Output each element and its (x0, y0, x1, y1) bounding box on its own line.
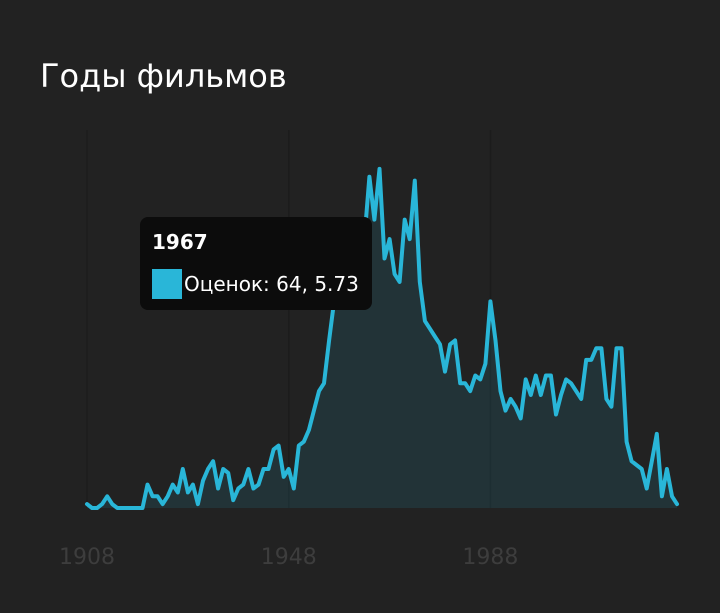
tooltip-text: Оценок: 64, 5.73 (184, 272, 359, 296)
line (85, 166, 679, 510)
tooltip-swatch (152, 269, 182, 299)
chart-title: Годы фильмов (40, 57, 287, 95)
x-tick-label: 1948 (261, 545, 317, 570)
x-tick-label: 1988 (462, 545, 518, 570)
tooltip: 1967 Оценок: 64, 5.73 (140, 217, 372, 310)
x-tick-label: 1908 (59, 545, 115, 570)
tooltip-row: Оценок: 64, 5.73 (152, 269, 360, 299)
tooltip-title: 1967 (152, 230, 208, 254)
area (87, 168, 677, 508)
